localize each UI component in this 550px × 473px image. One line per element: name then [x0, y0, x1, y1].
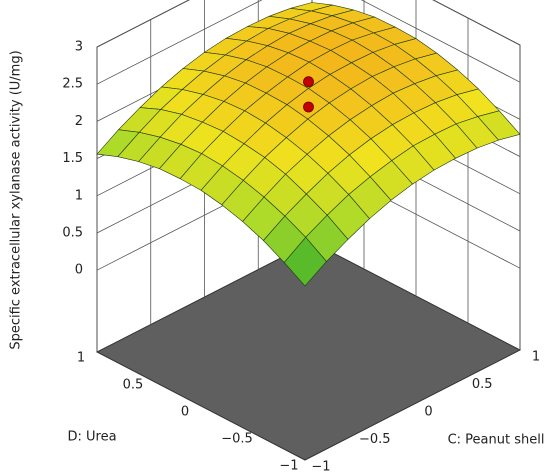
z-tick-label: 2 [75, 114, 83, 129]
y-tick-label: 0.5 [123, 378, 144, 393]
design-point [303, 76, 314, 88]
y-tick-label: −0.5 [221, 432, 253, 447]
x-tick-label: −0.5 [359, 432, 391, 447]
x-tick-label: 0.5 [472, 377, 493, 392]
z-axis-title: Specific extracellular xylanase activity… [9, 50, 24, 349]
z-tick-label: 1.5 [62, 151, 83, 166]
z-tick-label: 0 [75, 263, 83, 278]
z-tick-label: 0.5 [62, 225, 83, 240]
x-tick-label: 1 [532, 350, 540, 365]
surface-cell [283, 236, 327, 287]
y-tick-label: 1 [77, 351, 85, 366]
z-tick-label: 1 [75, 188, 83, 203]
z-tick-label: 3 [75, 40, 83, 55]
y-tick-label: −1 [279, 459, 298, 473]
design-point [303, 101, 314, 113]
x-tick-label: 0 [424, 405, 432, 420]
grid-line [96, 0, 521, 48]
grid-line [96, 0, 521, 85]
x-tick-label: −1 [311, 460, 330, 473]
y-axis-title: D: Urea [67, 430, 116, 445]
x-axis-title: C: Peanut shell [448, 433, 545, 448]
z-tick-label: 2.5 [62, 77, 83, 92]
y-tick-label: 0 [181, 405, 189, 420]
